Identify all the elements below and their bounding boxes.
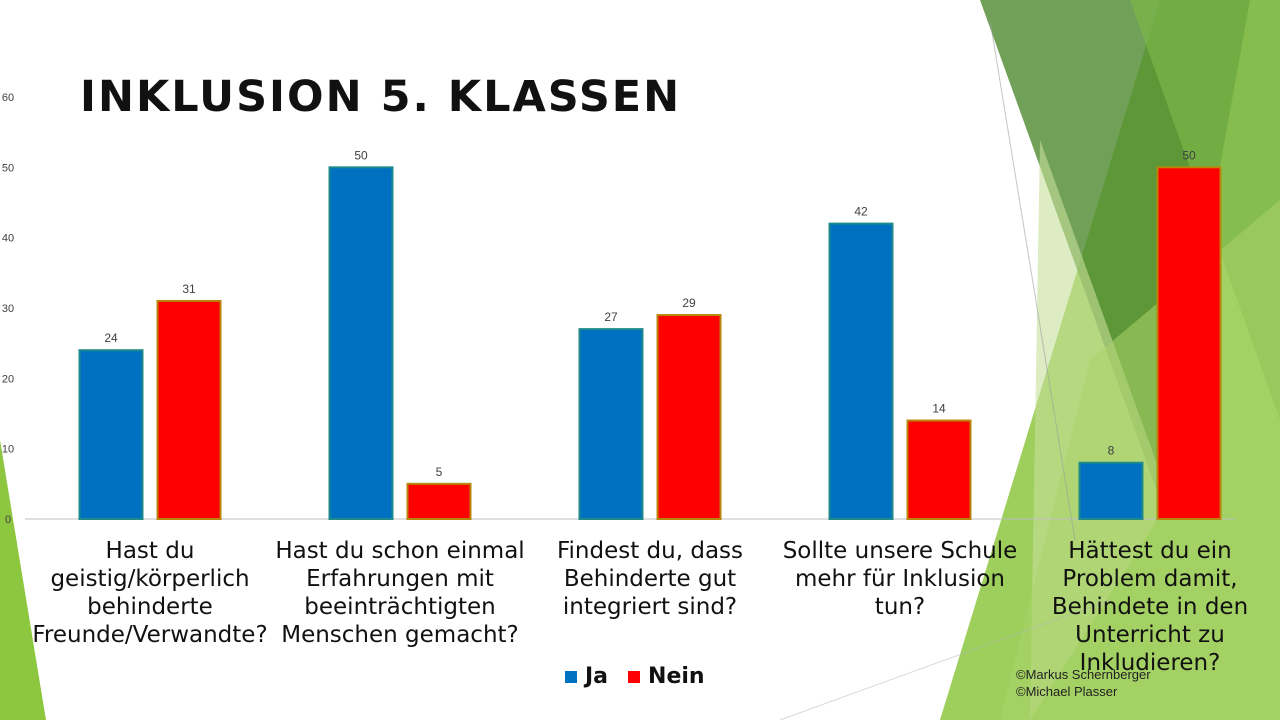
legend-label-ja: Ja — [585, 664, 609, 689]
data-label-nein-3: 29 — [682, 296, 696, 310]
bar-ja-5 — [1078, 461, 1144, 521]
slide-title: INKLUSION 5. KLASSEN — [80, 72, 682, 122]
credit-line-1: ©Markus Schernberger — [1016, 667, 1151, 682]
y-tick-label: 20 — [2, 373, 14, 385]
y-tick-label: 60 — [2, 92, 14, 104]
decorative-line-2 — [779, 599, 1111, 720]
category-label-4: Sollte unsere Schule mehr für Inklusion … — [782, 538, 1018, 620]
category-label-5: Hättest du ein Problem damit, Behindete … — [1051, 538, 1249, 676]
legend-swatch-nein — [628, 670, 641, 683]
data-label-nein-4: 14 — [932, 402, 946, 416]
decorative-line — [989, 19, 1076, 541]
data-label-ja-5: 8 — [1108, 444, 1115, 458]
data-label-nein-5: 50 — [1182, 148, 1196, 162]
category-label-1: Hast du geistig/körperlich behinderte Fr… — [32, 538, 268, 648]
bar-nein-5 — [1156, 166, 1222, 520]
category-label-3: Findest du, dass Behinderte gut integrie… — [556, 538, 744, 620]
legend-item-ja: Ja — [565, 664, 608, 689]
category-label-2: Hast du schon einmal Erfahrungen mit bee… — [275, 538, 525, 648]
bar-nein-2 — [406, 482, 472, 521]
y-tick-label: 0 — [5, 514, 11, 526]
data-label-nein-1: 31 — [182, 282, 196, 296]
data-label-ja-1: 24 — [104, 331, 118, 345]
data-label-nein-2: 5 — [436, 465, 443, 479]
legend-label-nein: Nein — [648, 664, 705, 689]
bar-ja-4 — [828, 222, 894, 520]
y-tick-label: 10 — [2, 444, 14, 456]
bar-nein-1 — [156, 299, 222, 521]
bar-nein-3 — [656, 314, 722, 520]
data-label-ja-4: 42 — [854, 205, 868, 219]
green-triangle-left — [0, 440, 46, 720]
y-tick-label: 40 — [2, 233, 14, 245]
bar-ja-1 — [78, 349, 144, 521]
credits: ©Markus Schernberger ©Michael Plasser — [1016, 666, 1151, 700]
bar-ja-2 — [328, 166, 394, 520]
legend-item-nein: Nein — [628, 664, 705, 689]
data-label-ja-3: 27 — [604, 310, 618, 324]
bars: 24 31 50 5 27 29 42 14 8 50 — [78, 148, 1222, 521]
credit-line-2: ©Michael Plasser — [1016, 684, 1118, 699]
y-axis: 0 10 20 30 40 50 60 — [2, 92, 14, 526]
legend: Ja Nein — [565, 664, 725, 689]
data-label-ja-2: 50 — [354, 148, 368, 162]
bar-nein-4 — [906, 419, 972, 520]
y-tick-label: 30 — [2, 303, 14, 315]
bar-ja-3 — [578, 328, 644, 520]
y-tick-label: 50 — [2, 162, 14, 174]
legend-swatch-ja — [565, 670, 577, 683]
